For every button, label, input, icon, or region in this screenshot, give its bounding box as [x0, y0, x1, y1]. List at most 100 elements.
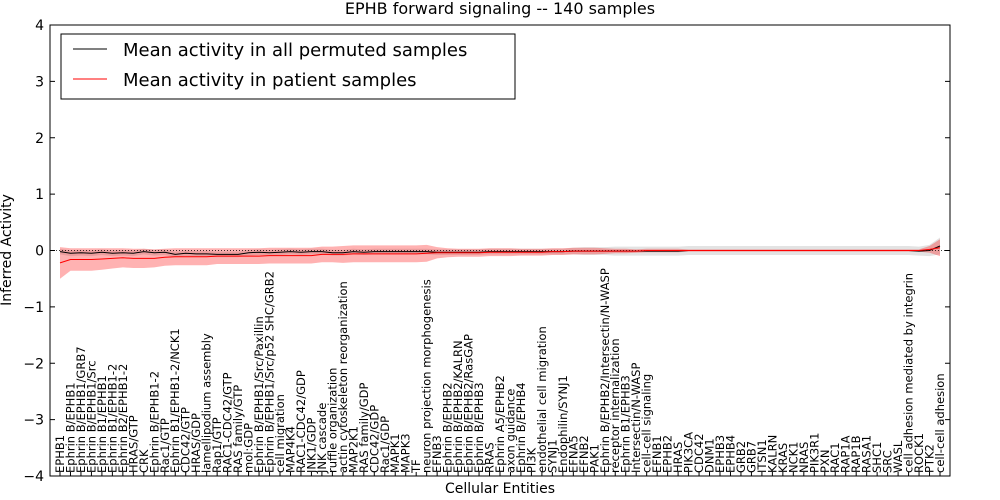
- x-tick-label: EPHB2: [661, 435, 675, 473]
- x-tick-label: EPHB3: [713, 435, 727, 473]
- x-tick-label: NCK1: [786, 442, 800, 474]
- y-tick-label: 2: [35, 131, 44, 147]
- x-tick-label: DNM1: [703, 438, 717, 473]
- x-tick-label: ruffle organization: [325, 368, 339, 473]
- x-tick-label: ITSN1: [755, 439, 769, 473]
- x-tick-label: CDC42/GTP: [179, 407, 193, 473]
- y-tick-label: 0: [35, 244, 44, 260]
- x-tick-label: Ephrin B2/EPHB1-2: [116, 364, 130, 473]
- x-tick-label: RRAS: [483, 442, 497, 473]
- x-tick-label: axon guidance: [504, 389, 518, 473]
- x-tick-label: MAPK1: [388, 433, 402, 473]
- x-tick-label: cell migration: [273, 394, 287, 473]
- x-tick-label: Ephrin B/EPHB1: [64, 382, 78, 473]
- x-tick-label: mol:GDP: [242, 423, 256, 473]
- x-tick-label: Rap1/GTP: [210, 417, 224, 473]
- y-tick-label: −2: [23, 356, 44, 372]
- x-tick-label: HRAS/GTP: [126, 415, 140, 473]
- x-tick-label: Ephrin B/EPHB4: [514, 382, 528, 473]
- x-tick-label: lamellipodium assembly: [200, 333, 214, 473]
- x-tick-label: Ephrin B/EPHB3: [472, 382, 486, 473]
- x-tick-label: Intersectin/N-WASP: [629, 363, 643, 473]
- x-tick-label: actin cytoskeleton reorganization: [336, 281, 350, 473]
- x-tick-label: WASL: [891, 440, 905, 473]
- x-axis-label: Cellular Entities: [445, 481, 555, 497]
- x-tick-label: endothelial cell migration: [535, 326, 549, 473]
- x-tick-label: RAC1-CDC42/GTP: [221, 372, 235, 473]
- x-tick-label: MAP4K4: [284, 426, 298, 473]
- x-tick-label: GRB7: [744, 441, 758, 473]
- x-tick-label: EFNB2: [577, 435, 591, 473]
- x-tick-label: KRAS: [776, 443, 790, 473]
- x-tick-label: Ephrin B1/EPHB1-2: [105, 364, 119, 473]
- x-tick-label: RAP1B: [849, 435, 863, 473]
- x-tick-label: Ephrin B/EPHB2: [441, 382, 455, 473]
- x-tick-label: Ephrin B1/EPHB1-2/NCK1: [168, 328, 182, 473]
- y-tick-label: −3: [23, 413, 44, 429]
- x-tick-label: CRK: [137, 449, 151, 473]
- x-tick-label: EFNA5: [566, 435, 580, 473]
- band-patient: [60, 239, 940, 279]
- x-tick-label: ROCK1: [912, 433, 926, 473]
- x-tick-label: Ephrin A5/EPHB2: [493, 375, 507, 473]
- x-tick-label: Ephrin B/EPHB1/Src/Paxillin: [252, 316, 266, 473]
- y-tick-label: 3: [35, 74, 44, 90]
- x-tick-label: CDC42/GDP: [367, 405, 381, 473]
- x-tick-label: cell adhesion mediated by integrin: [902, 273, 916, 473]
- y-tick-label: −4: [23, 469, 44, 485]
- x-tick-label: PXN: [818, 450, 832, 473]
- x-tick-label: cell-cell adhesion: [933, 373, 947, 473]
- x-tick-label: PTK2: [923, 444, 937, 473]
- x-tick-label: TF: [409, 459, 423, 474]
- x-tick-label: EPHB1: [53, 435, 67, 473]
- x-tick-label: EPHB4: [724, 435, 738, 473]
- y-tick-label: 4: [35, 18, 44, 34]
- x-tick-label: PIK3CA: [682, 432, 696, 473]
- x-tick-label: Rac1/GDP: [378, 416, 392, 473]
- x-tick-label: HRAS/GDP: [189, 413, 203, 473]
- y-axis-ticks: 4 3 2 1 0 −1 −2 −3 −4: [23, 18, 950, 485]
- legend-entry-permuted: Mean activity in all permuted samples: [123, 40, 467, 61]
- x-tick-label: CDC42: [692, 433, 706, 473]
- x-tick-label: RAS family/GDP: [357, 383, 371, 473]
- x-tick-label: Ephrin B1/EPHB1: [95, 375, 109, 473]
- x-tick-label: SRC: [881, 450, 895, 473]
- x-tick-label: PIK3R1: [807, 433, 821, 474]
- legend-entry-patient: Mean activity in patient samples: [123, 70, 417, 91]
- line-patient: [59, 247, 941, 264]
- x-tick-label: SHC1: [870, 442, 884, 473]
- x-tick-label: JNK1/GDP: [304, 418, 318, 474]
- x-tick-label: MAP2K1: [346, 426, 360, 473]
- x-tick-label: PI3K: [524, 447, 538, 473]
- x-tick-label: RAP1A: [839, 435, 853, 473]
- x-tick-label: MAPK3: [399, 433, 413, 473]
- x-tick-label: Ephrin B/EPHB1/Src: [84, 360, 98, 473]
- x-tick-label: EFNB1: [650, 435, 664, 473]
- x-tick-label: neuron projection morphogenesis: [420, 279, 434, 473]
- x-tick-label: RAC1: [828, 442, 842, 473]
- x-tick-label: Ephrin B/EPHB1/Src/p52 SHC/GRB2: [263, 271, 277, 473]
- x-tick-label: RAC1-CDC42/GDP: [294, 370, 308, 473]
- x-tick-label: RAS family/GTP: [231, 385, 245, 473]
- x-tick-label: Rac1/GTP: [158, 418, 172, 473]
- x-tick-label: EFNB3: [430, 435, 444, 473]
- x-tick-label: Ephrin B/EPHB1-2: [147, 371, 161, 473]
- x-tick-label: Ephrin B1/EPHB3: [619, 375, 633, 473]
- x-tick-label: Ephrin B/EPHB2/KALRN: [451, 340, 465, 473]
- x-tick-label: cell-cell signaling: [640, 374, 654, 473]
- x-tick-label: HRAS: [671, 442, 685, 473]
- x-tick-label: PAK1: [587, 444, 601, 473]
- x-tick-label: Endophilin/SYNJ1: [556, 375, 570, 473]
- x-tick-label: RASA1: [860, 435, 874, 473]
- x-tick-label: NRAS: [797, 442, 811, 473]
- x-tick-label: Ephrin B/EPHB1/GRB7: [74, 346, 88, 473]
- x-tick-label: Ephrin B/EPHB2/RasGAP: [462, 334, 476, 473]
- y-axis-label: Inferred Activity: [0, 194, 15, 306]
- x-tick-label: KALRN: [765, 435, 779, 473]
- x-tick-label: Ephrin B/EPHB2/Intersectin/N-WASP: [598, 268, 612, 473]
- y-tick-label: −1: [23, 300, 44, 316]
- x-tick-label: GRB2: [734, 441, 748, 473]
- x-tick-label: receptor internalization: [608, 338, 622, 473]
